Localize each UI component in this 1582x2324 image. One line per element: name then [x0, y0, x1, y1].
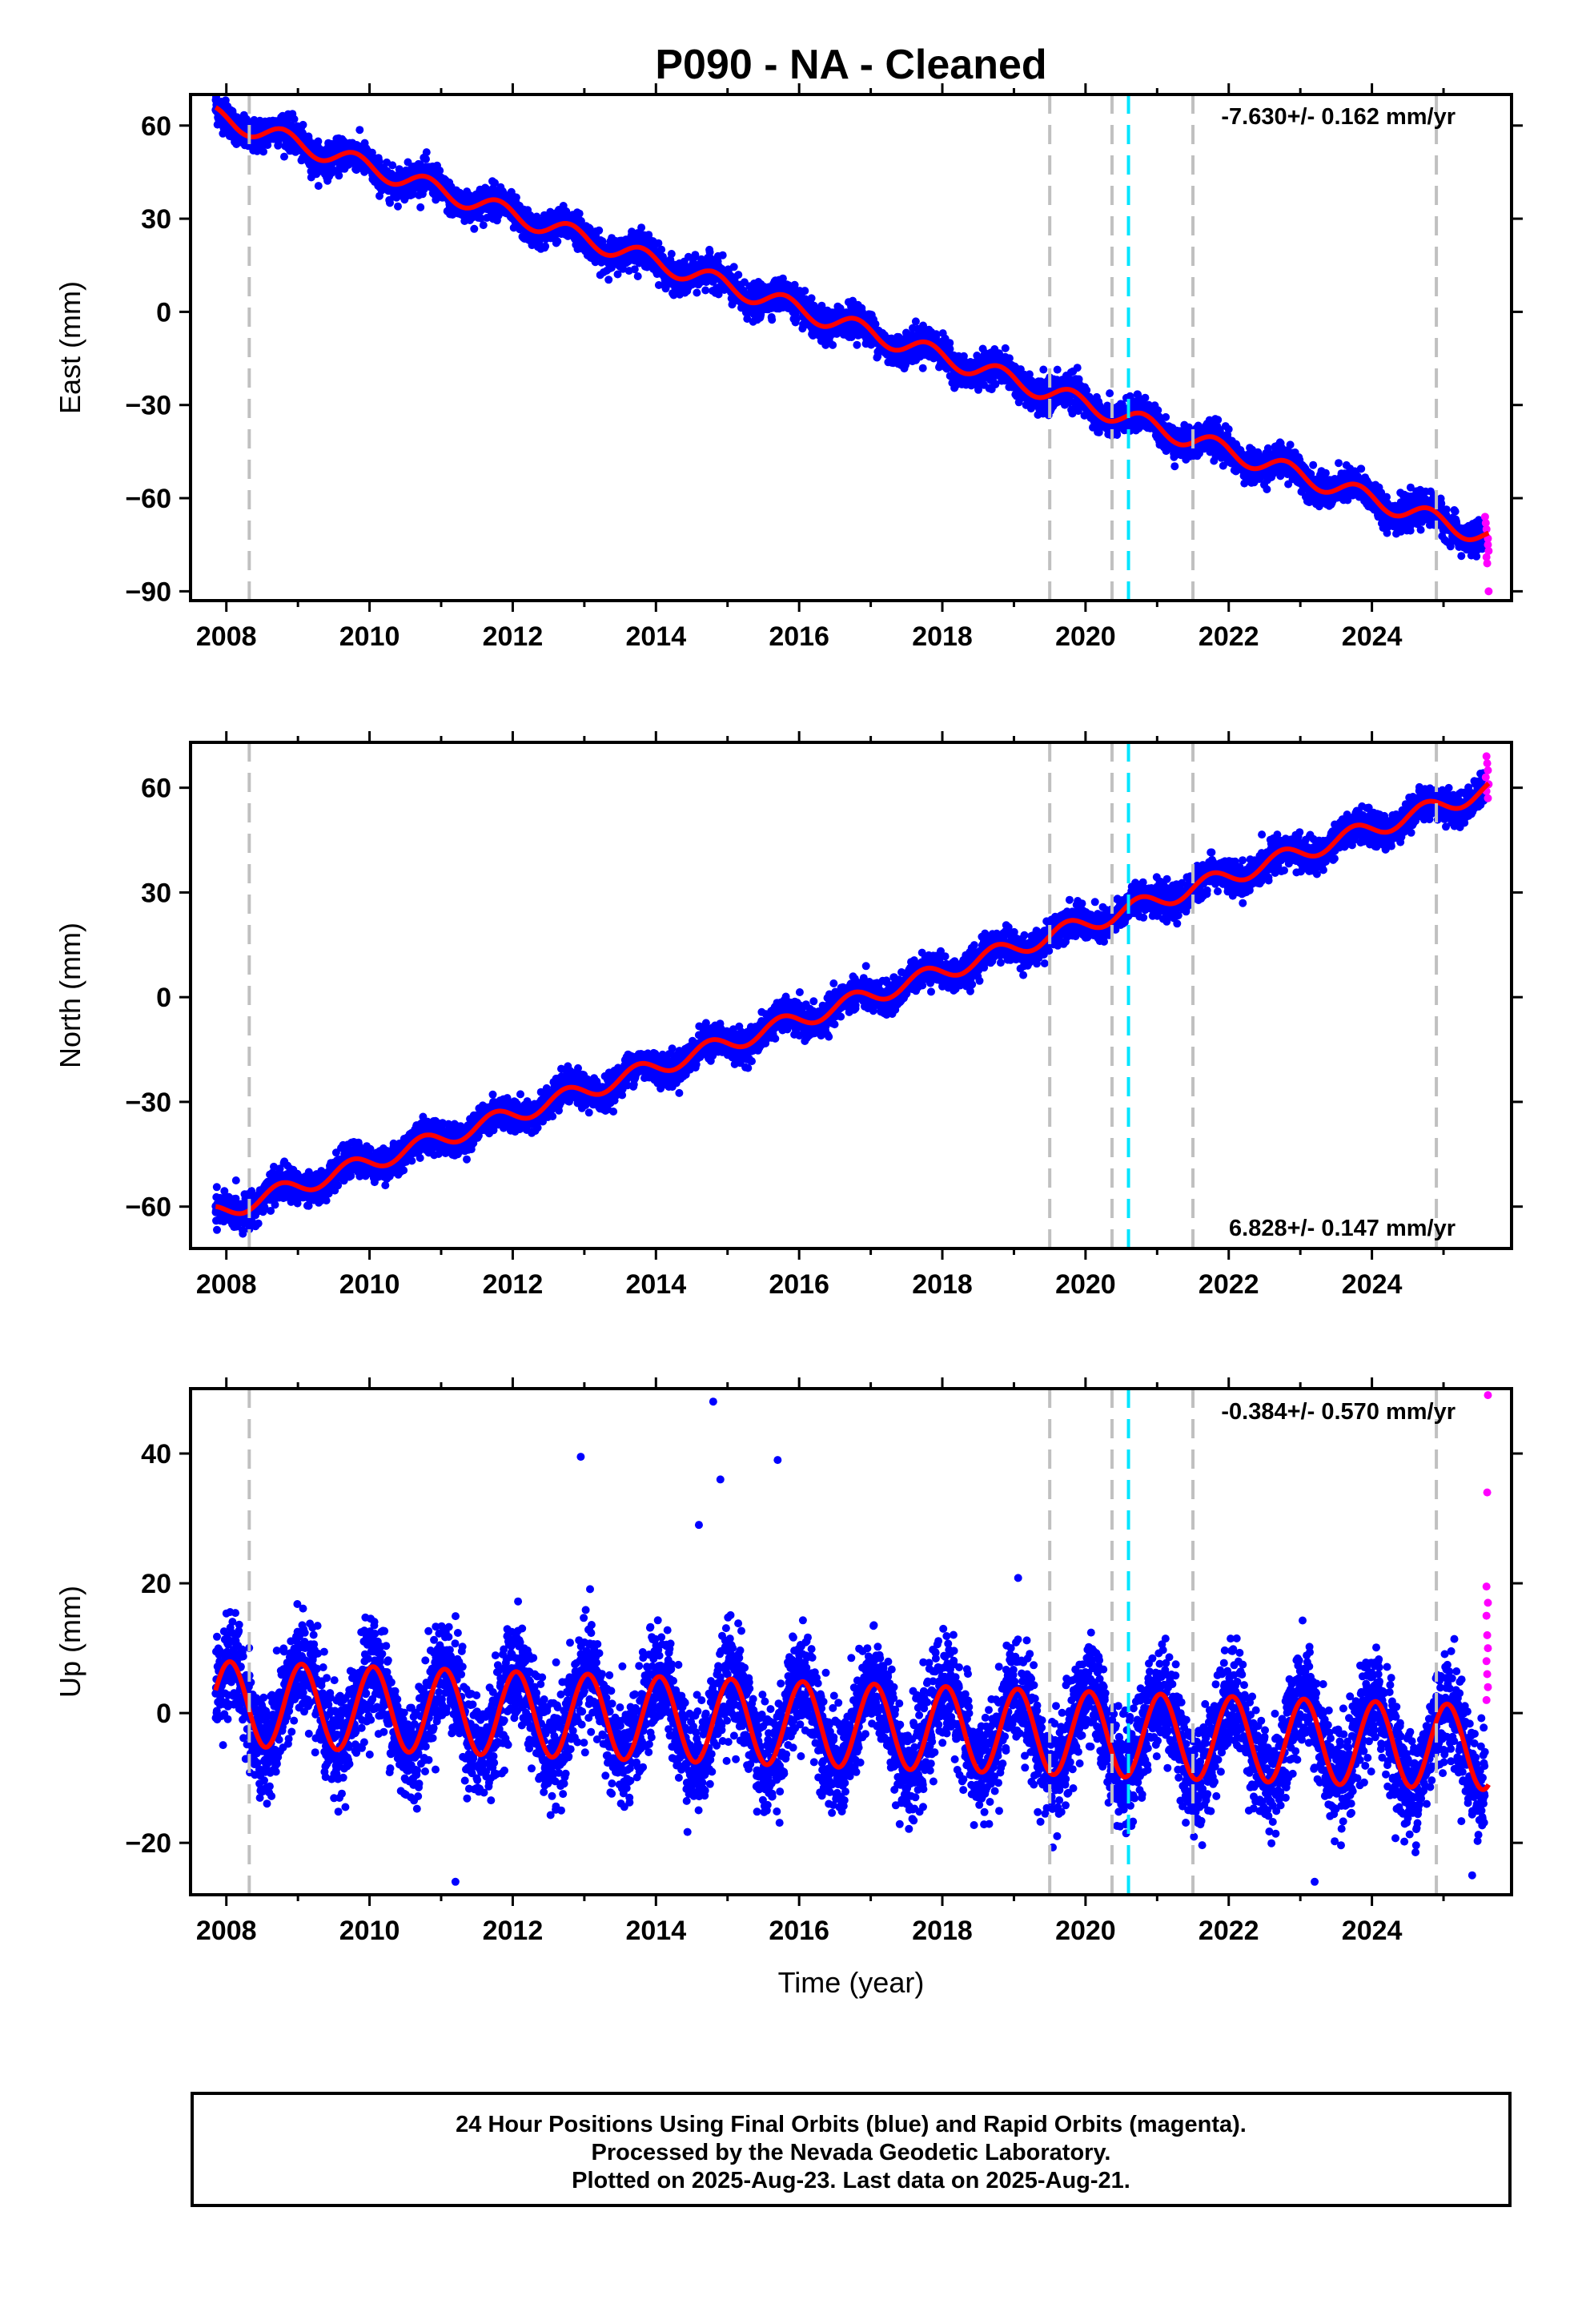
final-point [436, 167, 444, 175]
final-point [394, 202, 402, 211]
final-point [314, 137, 323, 146]
final-point [280, 152, 288, 161]
final-point [792, 316, 801, 324]
final-point [1162, 412, 1170, 421]
final-point [470, 224, 479, 233]
final-point [768, 316, 777, 324]
final-point [299, 120, 307, 129]
final-orbit-points [211, 94, 1489, 561]
final-point [633, 272, 642, 280]
final-point [807, 294, 816, 303]
final-point [637, 223, 646, 232]
final-point [541, 242, 550, 251]
final-point [693, 288, 701, 297]
data-layer [211, 94, 1493, 601]
final-point [1001, 344, 1010, 352]
final-point [479, 221, 488, 230]
final-point [335, 171, 343, 180]
final-point [512, 193, 520, 202]
final-point [911, 317, 920, 326]
final-point [734, 271, 743, 279]
final-point [585, 224, 594, 233]
final-point [701, 286, 710, 295]
final-point [491, 179, 499, 187]
final-point [729, 263, 738, 271]
final-point [314, 182, 323, 191]
final-point [355, 126, 364, 135]
final-point [918, 364, 927, 372]
final-point [1141, 393, 1150, 402]
final-point [259, 147, 267, 156]
final-point [829, 340, 837, 349]
final-point [1170, 462, 1179, 471]
final-point [1039, 365, 1048, 374]
final-point [604, 275, 613, 284]
final-point [667, 250, 676, 258]
final-point [386, 199, 394, 207]
final-point [290, 115, 299, 123]
final-point [853, 340, 861, 349]
final-point [718, 251, 727, 259]
final-point [1053, 365, 1062, 374]
final-point [575, 209, 584, 218]
final-point [1073, 364, 1082, 372]
final-point [422, 148, 431, 157]
final-point [801, 287, 809, 296]
east-panel: 2008 2010 2012 2014 2016 2018 2020 2022 2024−90−… [54, 83, 1523, 652]
final-point [657, 245, 666, 254]
final-point [553, 237, 562, 246]
final-point [221, 96, 230, 105]
final-point [595, 226, 604, 235]
final-point [416, 203, 425, 211]
final-point [388, 161, 397, 170]
final-point [375, 157, 383, 166]
final-point [422, 155, 430, 163]
final-point [1106, 389, 1114, 398]
figure-title: P090 - NA - Cleaned [655, 42, 1046, 88]
final-point [476, 214, 485, 223]
